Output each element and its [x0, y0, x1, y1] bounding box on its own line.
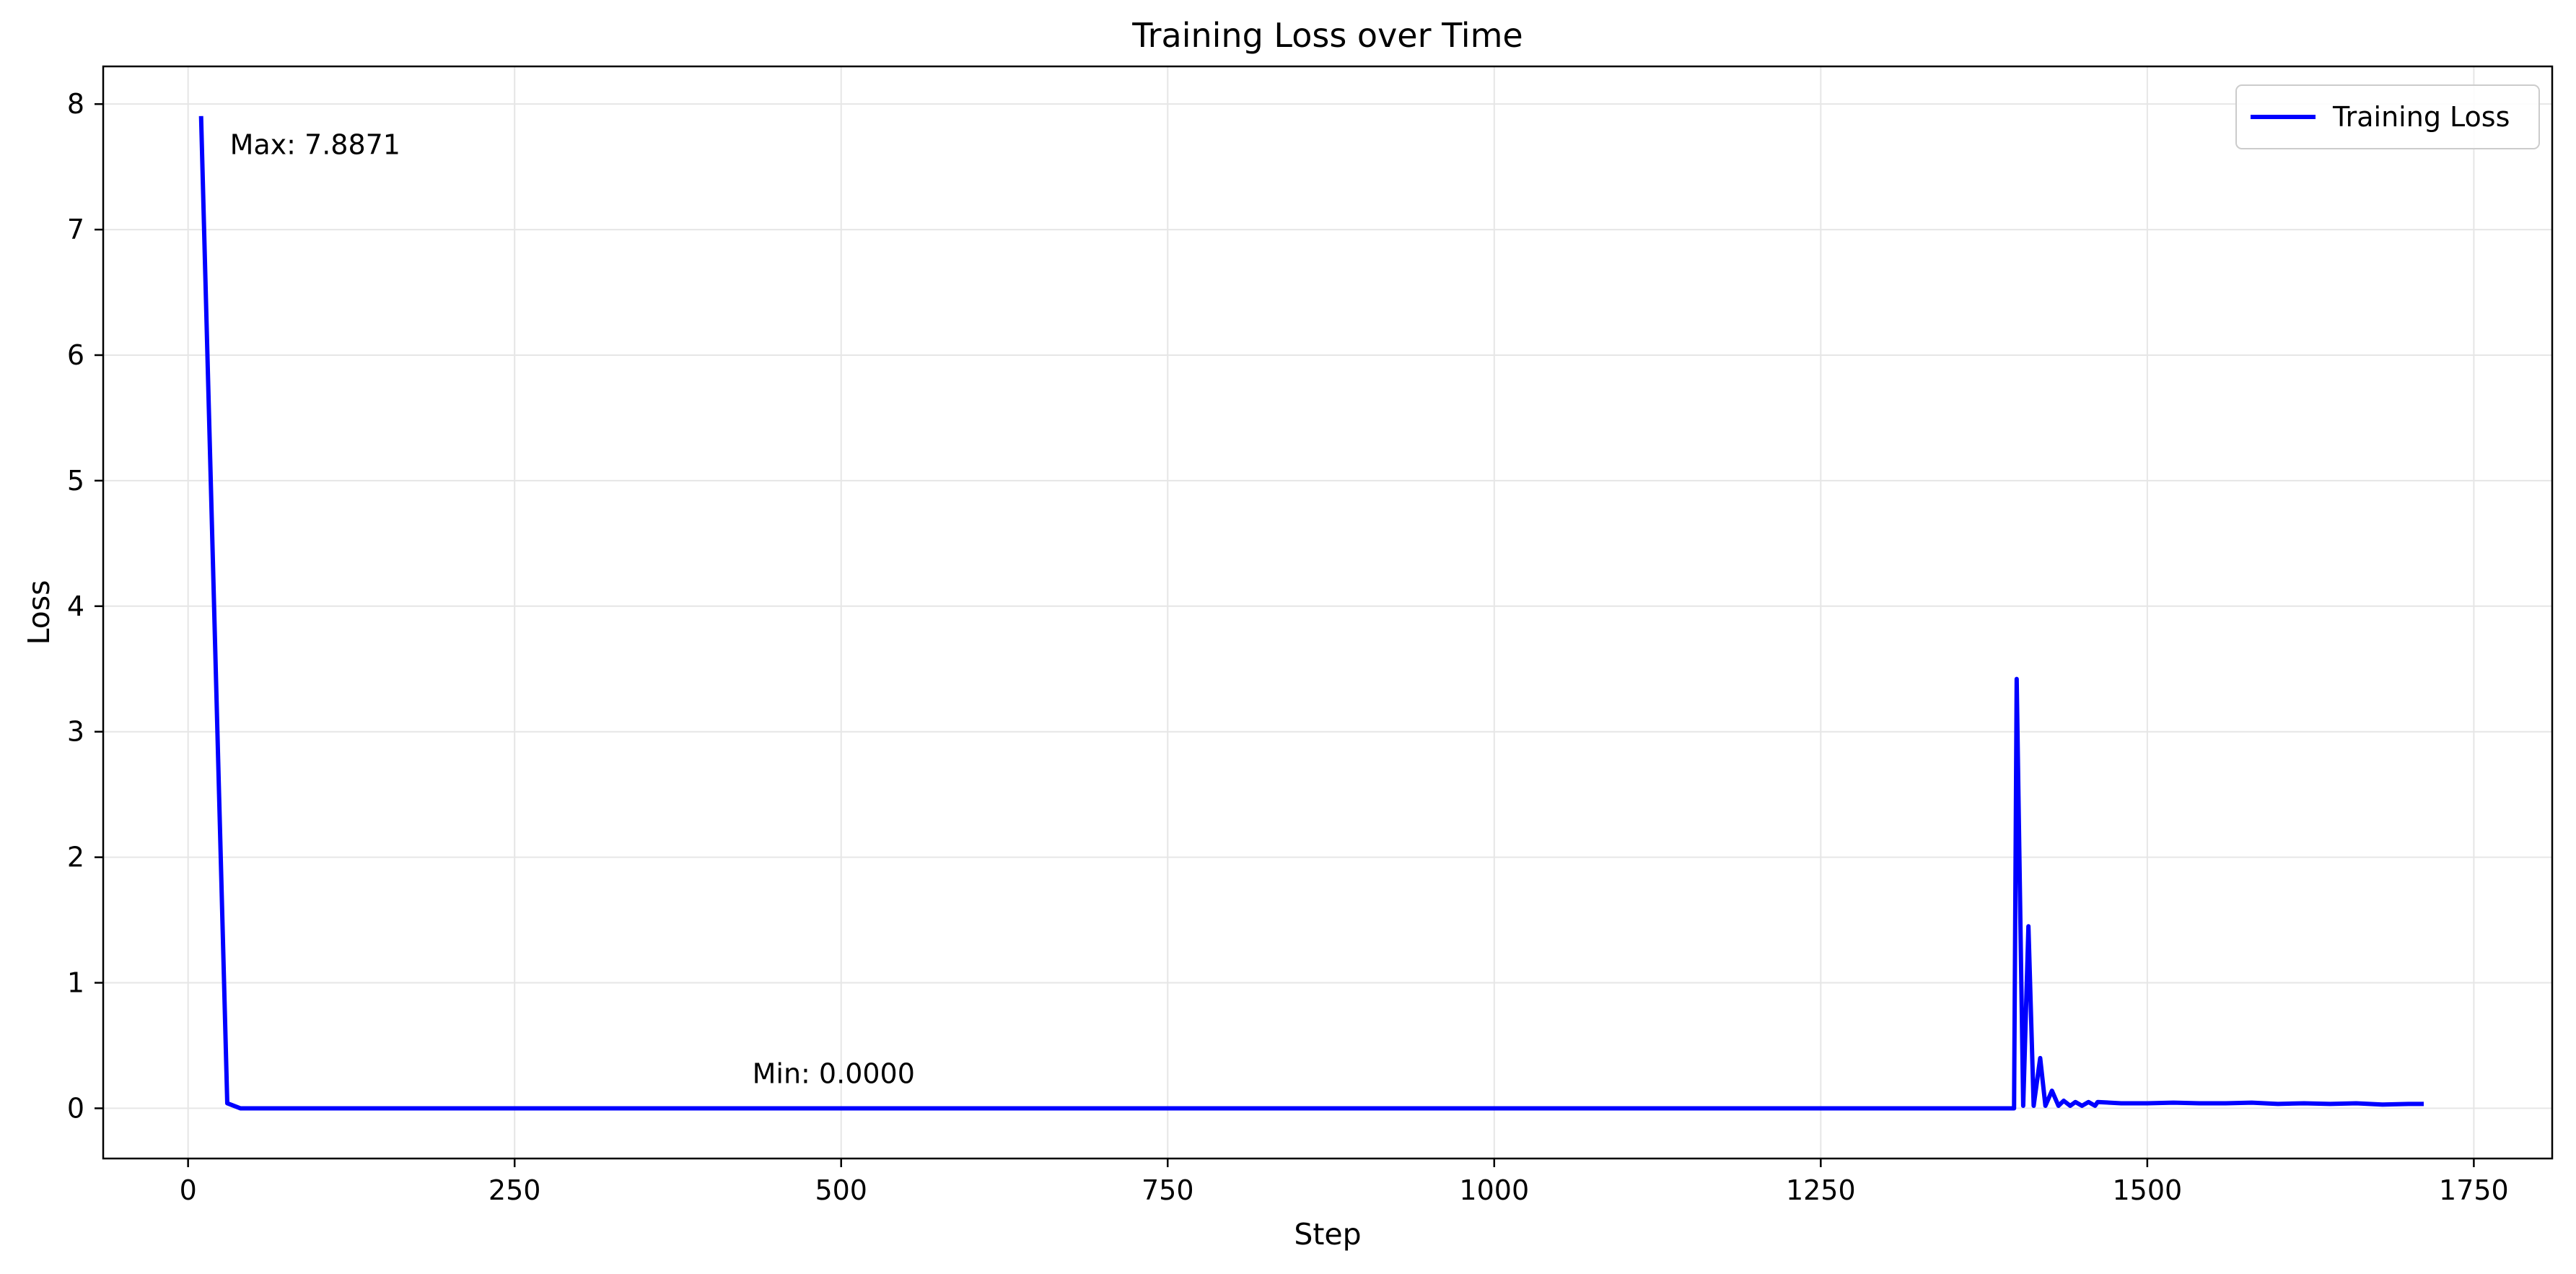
x-tick-label: 250 [489, 1174, 541, 1206]
x-tick-label: 1000 [1459, 1174, 1529, 1206]
legend-box [2235, 84, 2540, 149]
y-tick-label: 2 [67, 842, 84, 873]
x-tick-label: 500 [815, 1174, 867, 1206]
series-line-0 [198, 115, 2424, 1111]
chart-title: Training Loss over Time [1131, 16, 1523, 55]
y-tick-label: 7 [67, 214, 84, 245]
annotation-label: Min: 0.0000 [753, 1058, 915, 1090]
y-axis-title: Loss [22, 580, 56, 645]
annotation-label: Max: 7.8871 [230, 129, 400, 161]
x-tick-label: 1750 [2439, 1174, 2509, 1206]
axes-frame [102, 65, 2554, 1160]
x-tick-label: 0 [180, 1174, 197, 1206]
y-tick-label: 8 [67, 88, 84, 120]
y-tick-label: 1 [67, 967, 84, 999]
x-tick-label: 1500 [2112, 1174, 2182, 1206]
y-tick-label: 3 [67, 716, 84, 748]
y-tick-label: 4 [67, 590, 84, 622]
x-axis-title: Step [1294, 1217, 1361, 1252]
x-tick-label: 750 [1142, 1174, 1194, 1206]
y-tick-label: 5 [67, 465, 84, 497]
legend-label: Training Loss [2332, 101, 2510, 133]
x-tick-label: 1250 [1786, 1174, 1856, 1206]
y-tick-label: 0 [67, 1092, 84, 1124]
y-tick-label: 6 [67, 339, 84, 371]
plot-area [103, 66, 2552, 1159]
